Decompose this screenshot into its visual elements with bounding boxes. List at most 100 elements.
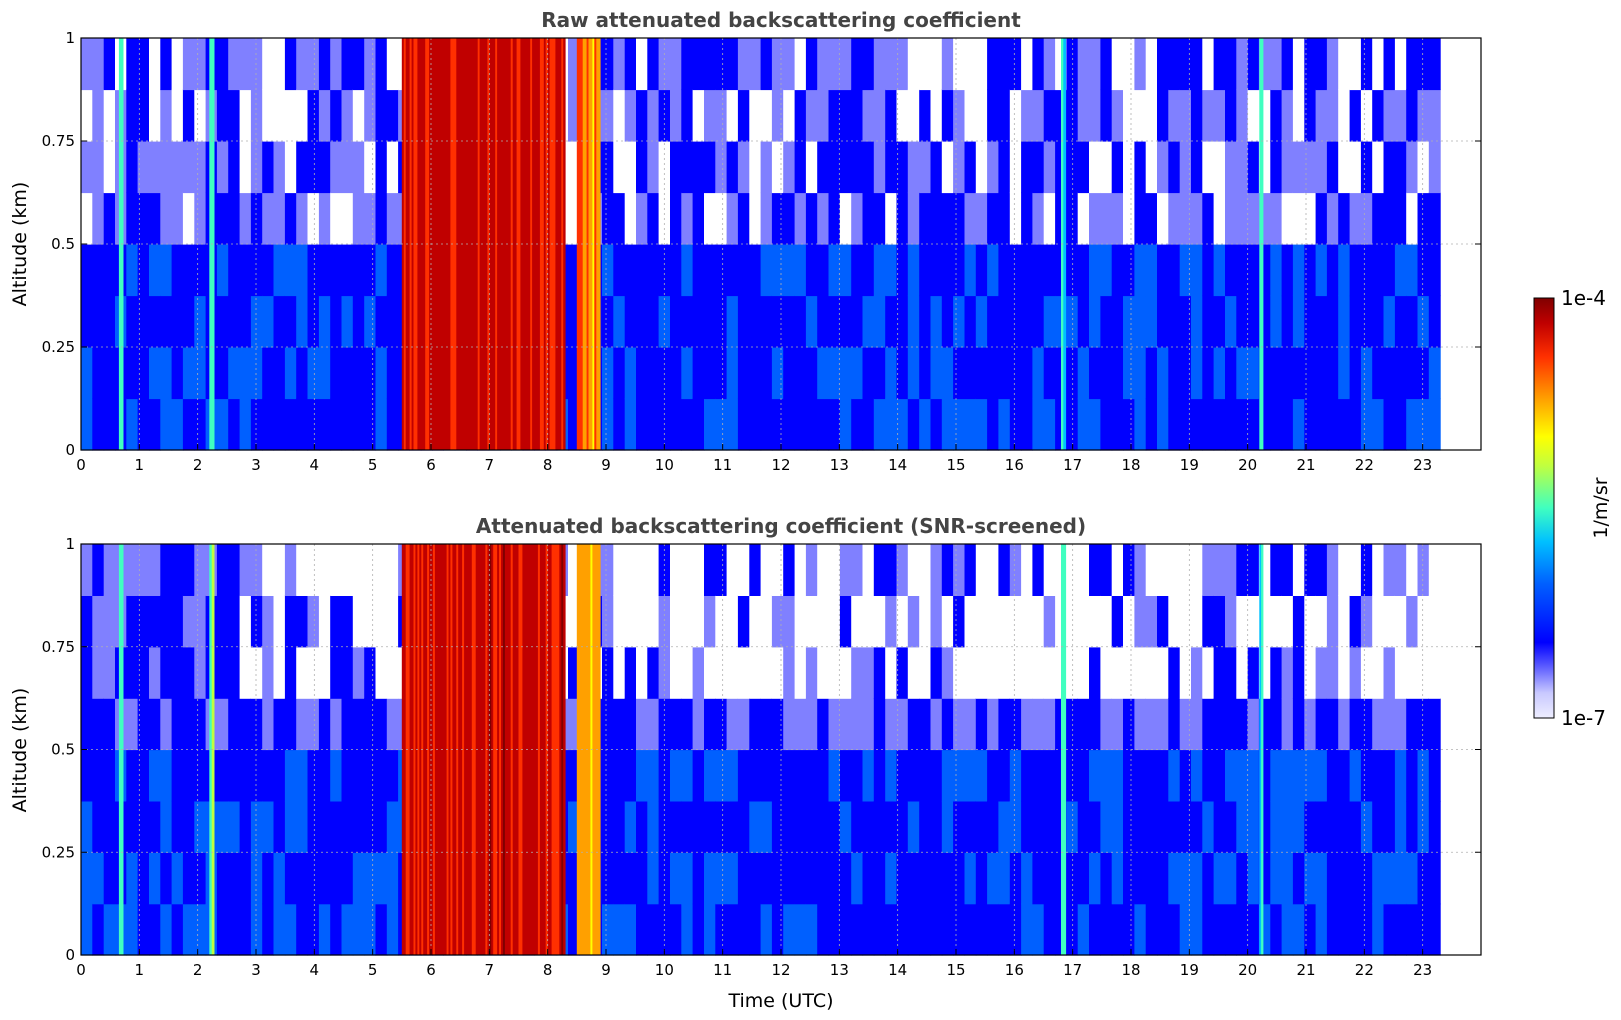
heatmap-cell xyxy=(828,852,841,905)
heatmap-cell xyxy=(805,295,818,348)
heatmap-cell xyxy=(1100,800,1113,853)
x-tick-label: 7 xyxy=(485,961,495,979)
heatmap-cell xyxy=(1281,852,1294,905)
heatmap-cell xyxy=(352,89,365,142)
heatmap-cell xyxy=(1281,244,1294,297)
heatmap-cell xyxy=(636,903,648,956)
heatmap-cell xyxy=(81,295,93,348)
heatmap-cell xyxy=(1372,398,1385,451)
heatmap-cell xyxy=(1349,141,1362,194)
heatmap-cell xyxy=(1179,295,1192,348)
heatmap-cell xyxy=(160,800,173,853)
heatmap-cell xyxy=(1236,192,1249,245)
x-tick-label: 1 xyxy=(135,961,145,979)
heatmap-cell xyxy=(1168,595,1181,648)
heatmap-cell xyxy=(817,852,830,905)
heatmap-cell xyxy=(296,295,309,348)
cloud-column xyxy=(419,544,422,955)
heatmap-cell xyxy=(1225,192,1237,245)
heatmap-cell xyxy=(375,749,388,802)
heatmap-cell xyxy=(737,398,750,451)
heatmap-cell xyxy=(647,646,660,699)
heatmap-cell xyxy=(250,852,263,905)
heatmap-cell xyxy=(726,244,739,297)
cloud-column xyxy=(508,544,512,955)
heatmap-cell xyxy=(930,800,943,853)
heatmap-cell xyxy=(896,698,909,751)
cloud-column xyxy=(522,544,525,955)
heatmap-cell xyxy=(760,595,773,648)
heatmap-cell xyxy=(987,544,999,596)
heatmap-cell xyxy=(941,38,954,91)
heatmap-cell xyxy=(1394,852,1407,905)
heatmap-cell xyxy=(885,749,898,802)
heatmap-cell xyxy=(602,141,614,194)
heatmap-cell xyxy=(647,192,660,245)
cloud-column xyxy=(483,544,486,955)
heatmap-cell xyxy=(1066,141,1079,194)
heatmap-cell xyxy=(873,903,886,956)
heatmap-cell xyxy=(1032,295,1045,348)
cloud-column xyxy=(432,544,436,955)
heatmap-cell xyxy=(749,903,762,956)
heatmap-cell xyxy=(1179,192,1192,245)
heatmap-cell xyxy=(1281,192,1294,245)
heatmap-cell xyxy=(1145,295,1158,348)
heatmap-cell xyxy=(1315,749,1328,802)
heatmap-cell xyxy=(160,903,173,956)
heatmap-cell xyxy=(613,398,626,451)
heatmap-cell xyxy=(1292,192,1305,245)
heatmap-cell xyxy=(647,749,660,802)
heatmap-cell xyxy=(1281,595,1294,648)
heatmap-cell xyxy=(1394,89,1407,142)
heatmap-cell xyxy=(318,698,331,751)
heatmap-cell xyxy=(941,347,954,400)
heatmap-cell xyxy=(1202,89,1215,142)
heatmap-cell xyxy=(386,595,399,648)
heatmap-cell xyxy=(1428,544,1441,596)
heatmap-cell xyxy=(737,698,750,751)
heatmap-cell xyxy=(749,398,762,451)
heatmap-cell xyxy=(352,398,365,451)
heatmap-cell xyxy=(1111,903,1124,956)
heatmap-cell xyxy=(1134,141,1147,194)
heatmap-cell xyxy=(715,646,728,699)
heatmap-cell xyxy=(375,295,388,348)
heatmap-cell xyxy=(885,244,898,297)
heatmap-cell xyxy=(1383,749,1396,802)
heatmap-cell xyxy=(828,398,841,451)
heatmap-cell xyxy=(817,192,830,245)
heatmap-cell xyxy=(1315,192,1328,245)
heatmap-cell xyxy=(1021,800,1033,853)
heatmap-cell xyxy=(987,141,999,194)
heatmap-cell xyxy=(194,192,207,245)
heatmap-cell xyxy=(1032,698,1045,751)
heatmap-cell xyxy=(771,398,784,451)
heatmap-cell xyxy=(602,903,614,956)
heatmap-cell xyxy=(975,646,988,699)
heatmap-cell xyxy=(137,595,150,648)
heatmap-cell xyxy=(92,646,105,699)
heatmap-cell xyxy=(1304,698,1317,751)
heatmap-cell xyxy=(919,141,932,194)
heatmap-cell xyxy=(1292,89,1305,142)
heatmap-cell xyxy=(1326,398,1339,451)
cloud-column xyxy=(438,544,442,955)
heatmap-cell xyxy=(1089,800,1101,853)
heatmap-cell xyxy=(771,89,784,142)
heatmap-cell xyxy=(126,192,139,245)
heatmap-cell xyxy=(647,903,660,956)
heatmap-cell xyxy=(885,89,898,142)
heatmap-cell xyxy=(386,398,399,451)
heatmap-cell xyxy=(658,89,671,142)
heatmap-cell xyxy=(704,749,716,802)
heatmap-cell xyxy=(1247,595,1260,648)
cloud-column xyxy=(462,38,465,450)
heatmap-cell xyxy=(1406,244,1419,297)
heatmap-cell xyxy=(1406,595,1419,648)
heatmap-cell xyxy=(182,544,195,596)
heatmap-cell xyxy=(1202,141,1215,194)
heatmap-cell xyxy=(862,544,875,596)
heatmap-cell xyxy=(1236,347,1249,400)
heatmap-cell xyxy=(1021,903,1033,956)
